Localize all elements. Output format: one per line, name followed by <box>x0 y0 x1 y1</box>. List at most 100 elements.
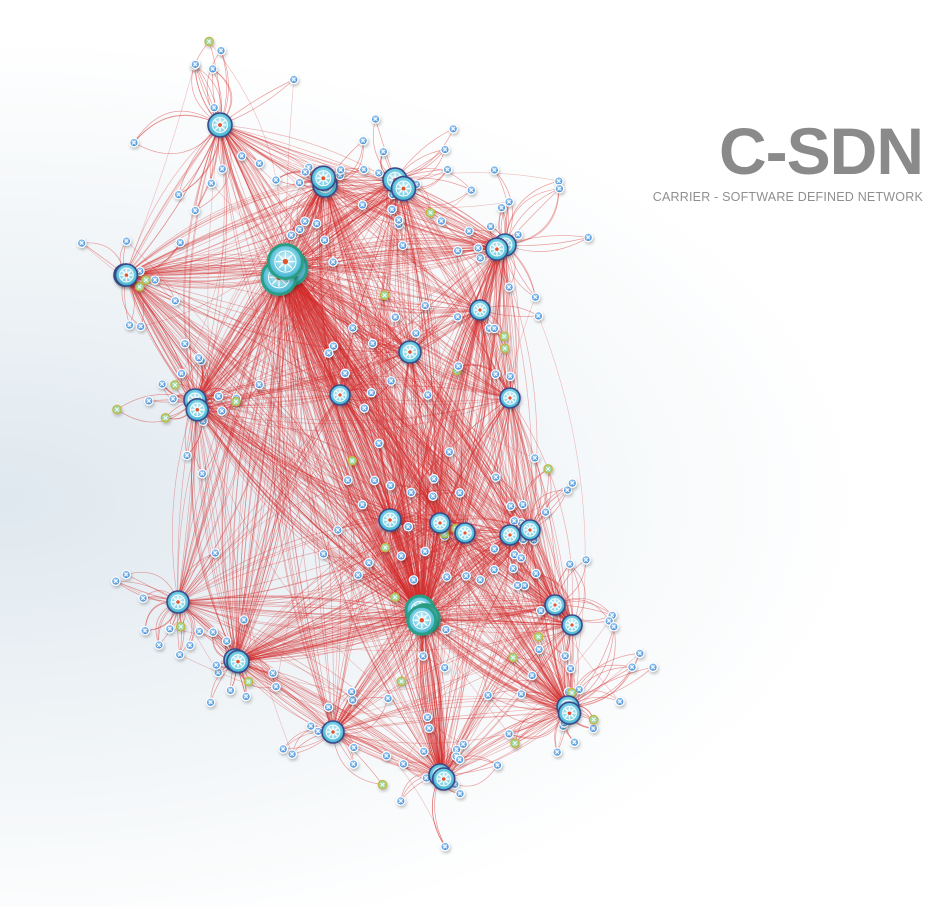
switch-node-icon[interactable] <box>364 557 374 568</box>
switch-node-icon[interactable] <box>516 552 526 563</box>
switch-node-icon[interactable] <box>193 352 204 363</box>
switch-node-icon[interactable] <box>323 348 334 358</box>
controller-hub-icon[interactable] <box>390 175 417 202</box>
controller-hub-icon[interactable] <box>431 767 456 791</box>
switch-node-icon[interactable] <box>194 626 205 637</box>
switch-node-icon[interactable] <box>485 221 496 232</box>
controller-hub-icon[interactable] <box>321 720 345 744</box>
switch-node-icon[interactable] <box>441 572 452 582</box>
switch-node-icon[interactable] <box>207 64 218 74</box>
switch-node-icon[interactable] <box>176 368 187 379</box>
switch-node-icon[interactable] <box>564 559 575 569</box>
edge-node-icon[interactable] <box>425 207 436 218</box>
controller-hub-icon[interactable] <box>499 524 521 546</box>
edge-node-icon[interactable] <box>379 290 390 300</box>
switch-node-icon[interactable] <box>217 164 227 174</box>
switch-node-icon[interactable] <box>323 702 334 712</box>
controller-hub-icon[interactable] <box>557 701 582 726</box>
switch-node-icon[interactable] <box>386 376 396 386</box>
switch-node-icon[interactable] <box>173 189 184 200</box>
edge-node-icon[interactable] <box>588 714 599 725</box>
switch-node-icon[interactable] <box>254 379 265 390</box>
switch-node-icon[interactable] <box>448 124 458 134</box>
switch-node-icon[interactable] <box>357 200 368 210</box>
switch-node-icon[interactable] <box>170 295 181 306</box>
switch-node-icon[interactable] <box>150 275 160 285</box>
switch-node-icon[interactable] <box>385 480 396 491</box>
switch-node-icon[interactable] <box>76 238 87 248</box>
edge-node-icon[interactable] <box>134 281 145 292</box>
controller-hub-icon[interactable] <box>469 299 491 321</box>
switch-node-icon[interactable] <box>396 551 407 561</box>
switch-node-icon[interactable] <box>483 690 493 700</box>
switch-node-icon[interactable] <box>516 689 527 699</box>
switch-node-icon[interactable] <box>254 158 265 169</box>
switch-node-icon[interactable] <box>358 164 369 175</box>
switch-node-icon[interactable] <box>475 253 486 263</box>
switch-node-icon[interactable] <box>358 135 368 146</box>
switch-node-icon[interactable] <box>648 662 658 672</box>
switch-node-icon[interactable] <box>534 644 544 655</box>
switch-node-icon[interactable] <box>348 759 359 769</box>
edge-node-icon[interactable] <box>390 592 400 602</box>
switch-node-icon[interactable] <box>225 685 236 696</box>
switch-node-icon[interactable] <box>466 185 477 195</box>
switch-node-icon[interactable] <box>211 660 221 670</box>
switch-node-icon[interactable] <box>213 391 224 401</box>
controller-hub-icon[interactable] <box>499 387 521 409</box>
switch-node-icon[interactable] <box>535 605 546 616</box>
switch-node-icon[interactable] <box>439 662 450 673</box>
controller-hub-icon[interactable] <box>378 508 402 532</box>
controller-hub-icon[interactable] <box>398 340 422 364</box>
switch-node-icon[interactable] <box>367 338 378 349</box>
switch-node-icon[interactable] <box>369 475 380 486</box>
switch-node-icon[interactable] <box>574 684 584 695</box>
controller-hub-icon[interactable] <box>226 649 250 674</box>
switch-node-icon[interactable] <box>552 747 562 757</box>
switch-node-icon[interactable] <box>366 387 377 398</box>
switch-node-icon[interactable] <box>504 728 514 739</box>
switch-node-icon[interactable] <box>236 151 247 161</box>
switch-node-icon[interactable] <box>217 406 227 416</box>
switch-node-icon[interactable] <box>168 393 178 404</box>
edge-node-icon[interactable] <box>380 542 391 553</box>
edge-node-icon[interactable] <box>160 412 171 423</box>
edge-node-icon[interactable] <box>499 331 509 342</box>
switch-node-icon[interactable] <box>418 746 429 757</box>
edge-node-icon[interactable] <box>204 36 214 47</box>
switch-node-icon[interactable] <box>529 453 540 463</box>
switch-node-icon[interactable] <box>381 750 392 761</box>
switch-node-icon[interactable] <box>422 390 433 400</box>
switch-node-icon[interactable] <box>340 368 350 379</box>
switch-node-icon[interactable] <box>464 226 474 236</box>
switch-node-icon[interactable] <box>383 693 393 704</box>
edge-node-icon[interactable] <box>396 676 407 687</box>
switch-node-icon[interactable] <box>489 165 500 175</box>
switch-node-icon[interactable] <box>144 396 154 406</box>
switch-node-icon[interactable] <box>154 640 164 650</box>
switch-node-icon[interactable] <box>287 749 297 759</box>
edge-node-icon[interactable] <box>112 404 122 415</box>
switch-node-icon[interactable] <box>504 197 514 207</box>
switch-node-icon[interactable] <box>553 176 564 186</box>
switch-node-icon[interactable] <box>288 74 299 85</box>
edge-node-icon[interactable] <box>510 738 520 749</box>
controller-hub-icon[interactable] <box>266 243 304 281</box>
switch-node-icon[interactable] <box>342 475 353 485</box>
controller-hub-icon[interactable] <box>310 165 337 191</box>
switch-node-icon[interactable] <box>560 650 570 661</box>
controller-hub-icon[interactable] <box>185 397 210 422</box>
switch-node-icon[interactable] <box>489 323 500 334</box>
controller-hub-icon[interactable] <box>329 384 351 406</box>
switch-node-icon[interactable] <box>562 485 573 495</box>
controller-hub-icon[interactable] <box>519 519 541 541</box>
switch-node-icon[interactable] <box>121 236 132 246</box>
switch-node-icon[interactable] <box>458 739 468 750</box>
switch-node-icon[interactable] <box>271 175 281 185</box>
switch-node-icon[interactable] <box>440 144 450 155</box>
switch-node-icon[interactable] <box>554 183 565 194</box>
switch-node-icon[interactable] <box>111 576 121 586</box>
switch-node-icon[interactable] <box>424 723 434 733</box>
switch-node-icon[interactable] <box>441 624 451 635</box>
switch-node-icon[interactable] <box>505 371 515 382</box>
